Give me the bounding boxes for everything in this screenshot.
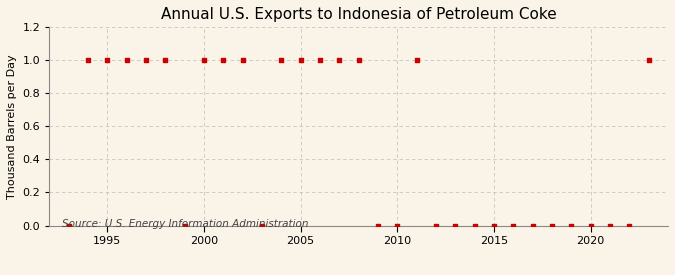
Point <box>276 58 287 62</box>
Title: Annual U.S. Exports to Indonesia of Petroleum Coke: Annual U.S. Exports to Indonesia of Petr… <box>161 7 557 22</box>
Point <box>643 58 654 62</box>
Point <box>450 223 461 228</box>
Text: Source: U.S. Energy Information Administration: Source: U.S. Energy Information Administ… <box>61 219 308 229</box>
Point <box>547 223 558 228</box>
Point <box>63 223 74 228</box>
Point <box>82 58 93 62</box>
Point <box>122 58 132 62</box>
Point <box>508 223 519 228</box>
Y-axis label: Thousand Barrels per Day: Thousand Barrels per Day <box>7 54 17 199</box>
Point <box>489 223 500 228</box>
Point <box>469 223 480 228</box>
Point <box>218 58 229 62</box>
Point <box>605 223 616 228</box>
Point <box>160 58 171 62</box>
Point <box>140 58 151 62</box>
Point <box>180 223 190 228</box>
Point <box>353 58 364 62</box>
Point <box>295 58 306 62</box>
Point <box>411 58 422 62</box>
Point <box>392 223 403 228</box>
Point <box>198 58 209 62</box>
Point <box>431 223 441 228</box>
Point <box>624 223 634 228</box>
Point <box>102 58 113 62</box>
Point <box>237 58 248 62</box>
Point <box>585 223 596 228</box>
Point <box>315 58 325 62</box>
Point <box>527 223 538 228</box>
Point <box>566 223 576 228</box>
Point <box>373 223 383 228</box>
Point <box>256 223 267 228</box>
Point <box>334 58 345 62</box>
